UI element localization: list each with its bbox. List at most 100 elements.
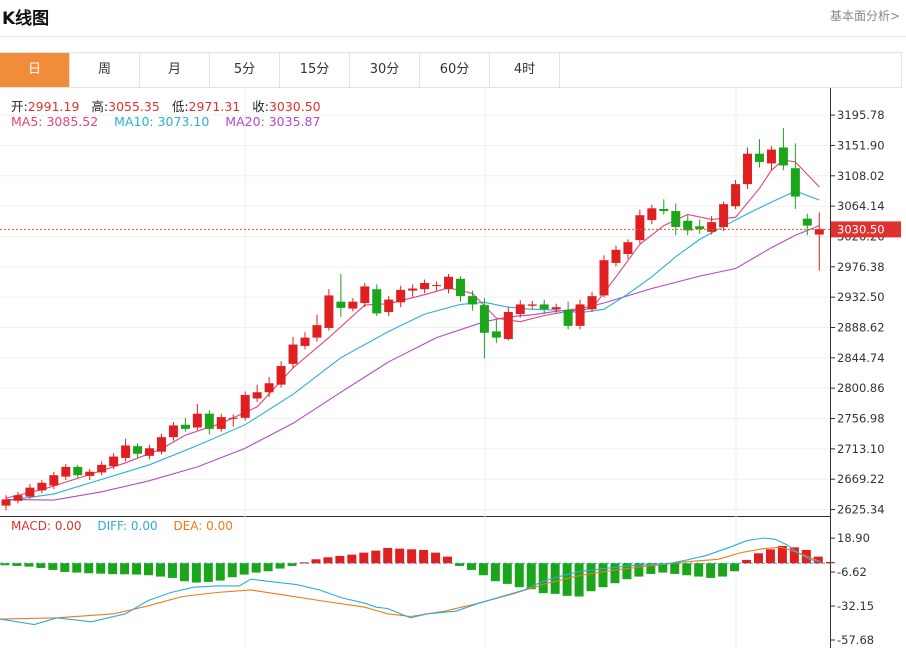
tab-month[interactable]: 月 — [140, 53, 210, 87]
macd-bar — [84, 563, 94, 574]
candle-down — [491, 331, 501, 338]
macd-bar — [395, 548, 405, 564]
candle-up — [384, 299, 394, 313]
current-price-badge — [831, 221, 901, 238]
macd-bar — [72, 563, 82, 573]
tab-4hour[interactable]: 4时 — [490, 53, 560, 87]
macd-bar — [562, 563, 572, 596]
macd-bar — [454, 563, 464, 566]
low-label: 低: — [171, 99, 189, 114]
candle-up — [228, 417, 238, 419]
macd-bar — [419, 549, 429, 564]
macd-bar — [694, 563, 704, 577]
price-tick-label: 2625.34 — [837, 503, 885, 517]
ma5-value: 3085.52 — [46, 114, 99, 129]
price-tick-label: 2800.86 — [837, 381, 885, 395]
macd-bar — [466, 563, 476, 570]
fundamental-analysis-link[interactable]: 基本面分析> — [829, 9, 900, 23]
macd-bar — [586, 563, 596, 592]
macd-bar — [431, 552, 441, 564]
candle-up — [396, 289, 406, 303]
macd-label: MACD: 0.00 — [11, 519, 82, 533]
macd-bar — [215, 563, 225, 581]
macd-bar — [108, 563, 118, 575]
ma20-label: MA20: — [225, 114, 269, 129]
macd-bar — [730, 563, 740, 572]
macd-bar — [359, 552, 369, 564]
price-tick-label: 3108.02 — [837, 169, 885, 183]
candle-up — [599, 260, 609, 296]
macd-bar — [646, 563, 656, 574]
candle-up — [719, 204, 729, 227]
macd-bar — [287, 563, 297, 566]
tab-30min[interactable]: 30分 — [350, 53, 420, 87]
tab-day[interactable]: 日 — [0, 53, 70, 87]
ma5-line — [5, 159, 820, 499]
macd-bar — [120, 563, 130, 575]
tab-5min[interactable]: 5分 — [210, 53, 280, 87]
macd-bar — [0, 563, 10, 566]
price-tick-label: 2976.38 — [837, 260, 885, 274]
macd-bar — [706, 563, 716, 578]
ma10-line — [5, 190, 820, 502]
macd-bar — [789, 547, 799, 564]
open-label: 开: — [11, 99, 28, 114]
price-tick-label: 2756.98 — [837, 412, 885, 426]
macd-bar — [179, 563, 189, 582]
kline-chart[interactable]: 3195.783151.903108.023064.143020.262976.… — [0, 88, 906, 648]
candle-up — [300, 337, 310, 346]
macd-bar — [550, 563, 560, 594]
candle-up — [25, 487, 35, 497]
macd-bar — [60, 563, 70, 572]
macd-bar — [514, 563, 524, 588]
macd-bar — [227, 563, 237, 578]
diff-line — [0, 537, 821, 626]
macd-bar — [682, 563, 692, 576]
macd-bar — [718, 563, 728, 577]
dea-label: DEA: 0.00 — [173, 519, 233, 533]
candle-down — [802, 218, 812, 226]
candle-down — [683, 220, 693, 231]
macd-bar — [347, 554, 357, 564]
candlesticks — [1, 128, 824, 511]
candle-up — [288, 344, 298, 364]
candle-up — [324, 295, 334, 328]
kline-svg[interactable]: 3195.783151.903108.023064.143020.262976.… — [0, 88, 906, 648]
candle-up — [156, 437, 166, 452]
macd-bar — [478, 563, 488, 576]
macd-bar — [191, 563, 201, 583]
tab-60min[interactable]: 60分 — [420, 53, 490, 87]
page-title: K线图 — [2, 9, 50, 29]
candle-up — [192, 413, 202, 428]
macd-bar — [96, 563, 106, 574]
candle-down — [336, 301, 346, 308]
candle-down — [467, 296, 477, 305]
macd-bar — [670, 563, 680, 574]
candle-down — [455, 278, 465, 297]
candle-up — [707, 222, 717, 232]
macd-bar — [825, 561, 835, 564]
macd-bar — [765, 549, 775, 564]
close-value: 3030.50 — [268, 99, 321, 114]
candle-down — [204, 413, 214, 429]
macd-bar — [323, 557, 333, 564]
tab-15min[interactable]: 15分 — [280, 53, 350, 87]
candle-up — [611, 249, 621, 263]
ohlc-info: 开:2991.19 高:3055.35 低:2971.31 收:3030.50 — [11, 96, 329, 115]
close-label: 收: — [252, 99, 269, 114]
candle-down — [539, 304, 549, 310]
candle-up — [121, 445, 131, 458]
candle-up — [13, 495, 23, 501]
price-tick-label: 2713.10 — [837, 442, 885, 456]
candle-up — [360, 286, 370, 304]
candle-up — [575, 304, 585, 326]
candle-up — [420, 282, 430, 290]
tab-week[interactable]: 周 — [70, 53, 140, 87]
candle-up — [814, 229, 824, 235]
macd-bar — [371, 550, 381, 564]
open-value: 2991.19 — [27, 99, 80, 114]
macd-bar — [203, 563, 213, 582]
macd-bar — [407, 549, 417, 564]
candle-up — [264, 383, 274, 393]
macd-bar — [801, 549, 811, 564]
